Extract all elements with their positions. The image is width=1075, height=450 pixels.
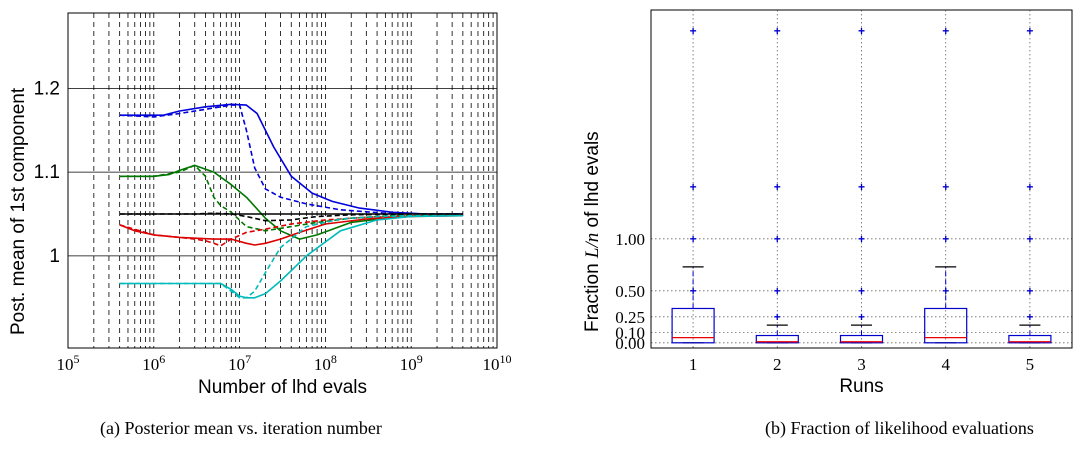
y-tick-label: 1.00 [615, 230, 645, 249]
x-tick-label: 2 [773, 355, 782, 374]
outlier-marker: + [690, 180, 697, 194]
outlier-marker: + [774, 24, 781, 38]
y-tick-label: 0.00 [615, 334, 645, 353]
x-tick-label: 5 [1026, 355, 1035, 374]
outlier-marker: + [858, 284, 865, 298]
y-tick-label: 1.1 [34, 162, 60, 183]
x-tick-label: 108 [314, 352, 337, 374]
x-tick-label: 3 [857, 355, 866, 374]
y-axis-label-a: Post. mean of 1st component [8, 87, 29, 335]
outlier-marker: + [942, 232, 949, 246]
outlier-marker: + [774, 232, 781, 246]
outlier-marker: + [774, 284, 781, 298]
outlier-marker: + [858, 232, 865, 246]
y-axis-label-b-math: L/n [582, 232, 603, 259]
outlier-marker: + [1026, 232, 1033, 246]
x-tick-label: 106 [142, 352, 165, 374]
outlier-marker: + [942, 180, 949, 194]
outlier-marker: + [690, 284, 697, 298]
posterior-mean-chart: 105 106 107 108 109 1010 1 1.1 1.2 Number of lhd … [34, 12, 512, 398]
x-axis-label-a: Number of lhd evals [198, 377, 367, 398]
box-run-5 [1008, 334, 1052, 344]
box-run-4 [924, 307, 968, 344]
panel-b: + + + + + + + + + + + + + + + + + + + + + + +0.00 0.10 0.25 0.50 1… [560, 0, 1075, 450]
outlier-marker: + [774, 310, 781, 324]
box-run-3 [839, 334, 884, 344]
outlier-marker: + [1026, 310, 1033, 324]
box-run-1 [671, 307, 715, 344]
caption-a: (a) Posterior mean vs. iteration number [100, 418, 382, 438]
x-tick-label: 1010 [483, 352, 512, 374]
x-axis-label-b: Runs [839, 376, 883, 397]
y-tick-label: 1 [49, 246, 60, 267]
series-line-green-dashed [119, 164, 463, 232]
fraction-boxplot-chart: + + + + + + + + + + + + + + + + + + + + + + +0.000.100.25 0.50 1… [615, 9, 1073, 397]
y-tick-label: 1.2 [34, 78, 60, 99]
caption-b: (b) Fraction of likelihood evaluations [765, 418, 1034, 438]
series-line-blue-dashed [119, 104, 463, 215]
series-line-red-dashed [119, 214, 463, 247]
box-run-2 [755, 334, 799, 344]
x-tick-label: 107 [228, 352, 251, 374]
y-tick-label: 0.25 [615, 308, 645, 327]
series-line-cyan-dashed [119, 214, 463, 299]
y-axis-label-b: Fraction L/n of lhd evals [582, 131, 603, 332]
outlier-marker: + [1026, 180, 1033, 194]
outlier-marker: + [942, 24, 949, 38]
plot-frame-a [67, 12, 498, 349]
series-line-blue-solid [119, 103, 463, 215]
outlier-marker: + [774, 180, 781, 194]
outlier-marker: + [942, 284, 949, 298]
outlier-marker: + [1026, 24, 1033, 38]
outlier-marker: + [690, 232, 697, 246]
y-tick-label: 0.10 [615, 323, 645, 342]
outlier-marker: + [1026, 284, 1033, 298]
x-tick-label: 105 [57, 352, 80, 374]
x-tick-label: 1 [689, 355, 698, 374]
plot-frame-b [650, 9, 1073, 349]
series-line-green-solid [119, 164, 463, 240]
outlier-marker: + [858, 180, 865, 194]
panel-a: 105 106 107 108 109 1010 1 1.1 1.2 Number of lhd … [0, 0, 520, 450]
y-tick-label: 0.50 [615, 282, 645, 301]
outlier-marker: + [858, 24, 865, 38]
outlier-marker: + [690, 24, 697, 38]
x-tick-label: 109 [400, 352, 423, 374]
x-tick-label: 4 [941, 355, 950, 374]
outlier-marker: + [858, 310, 865, 324]
series-line-black-dashed [119, 212, 463, 222]
